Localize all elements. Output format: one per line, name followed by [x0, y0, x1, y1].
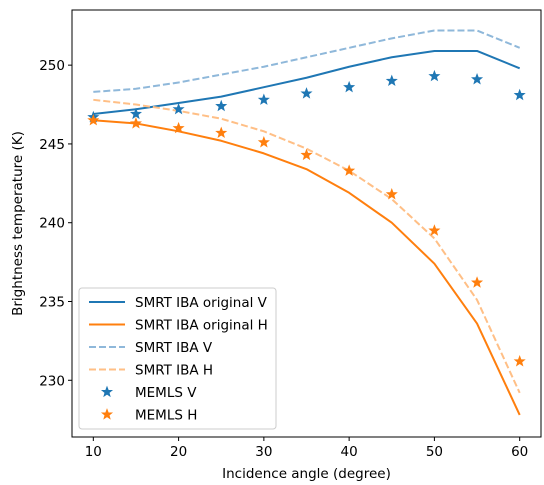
plot-layer: [87, 29, 526, 416]
point-memls-h: [129, 117, 142, 129]
point-memls-v: [129, 107, 142, 120]
x-tick-label: 40: [341, 444, 358, 460]
legend-marker-memls-v: [100, 385, 114, 398]
legend: SMRT IBA original V SMRT IBA original H SM…: [78, 287, 277, 430]
point-memls-v: [385, 74, 398, 87]
x-axis-ticks: 10 20 30 40 50 60: [85, 437, 528, 460]
point-memls-h: [513, 355, 526, 367]
legend-label-memls-v: MEMLS V: [135, 385, 197, 401]
point-memls-v: [172, 102, 185, 115]
point-memls-h: [300, 148, 313, 161]
point-memls-v: [257, 93, 270, 105]
legend-label-smrt-iba-h: SMRT IBA H: [135, 363, 213, 379]
x-tick-label: 10: [85, 444, 102, 460]
y-tick-label: 230: [39, 373, 65, 389]
point-memls-v: [513, 88, 526, 101]
y-tick-label: 250: [39, 58, 65, 74]
point-memls-v: [343, 80, 356, 93]
legend-label-memls-h: MEMLS H: [135, 408, 197, 424]
y-tick-label: 235: [39, 294, 65, 310]
series-memls-v: [87, 69, 526, 123]
y-tick-label: 240: [39, 216, 65, 232]
point-memls-h: [471, 276, 484, 288]
x-axis-label: Incidence angle (degree): [222, 466, 391, 482]
point-memls-v: [471, 73, 484, 85]
point-memls-v: [300, 87, 313, 99]
x-tick-label: 50: [426, 444, 443, 460]
x-tick-label: 60: [511, 444, 528, 460]
legend-label-smrt-iba-original-v: SMRT IBA original V: [135, 295, 268, 311]
legend-box: [78, 287, 277, 430]
legend-label-smrt-iba-original-h: SMRT IBA original H: [135, 318, 268, 334]
x-tick-label: 30: [255, 444, 272, 460]
series-memls-h: [87, 113, 526, 367]
series-smrt-iba-original-v: [93, 49, 521, 115]
point-memls-v: [215, 99, 228, 112]
point-memls-h: [257, 136, 270, 148]
y-axis-ticks: 230 235 240 245 250: [39, 58, 72, 389]
x-tick-label: 20: [170, 444, 187, 460]
legend-marker-memls-h: [100, 408, 114, 420]
y-tick-label: 245: [39, 137, 65, 153]
series-smrt-iba-h: [93, 98, 521, 394]
point-memls-h: [172, 121, 185, 134]
plot-series-group: [87, 29, 526, 416]
series-smrt-iba-original-h: [93, 119, 521, 416]
series-smrt-iba-v: [93, 29, 521, 93]
point-memls-h: [428, 224, 441, 236]
y-axis-label: Brightness temperature (K): [10, 131, 26, 316]
point-memls-v: [428, 69, 441, 82]
point-memls-h: [87, 113, 100, 126]
point-memls-h: [343, 164, 356, 176]
point-memls-h: [215, 126, 228, 139]
point-memls-h: [385, 188, 398, 200]
legend-label-smrt-iba-v: SMRT IBA V: [135, 340, 213, 356]
plot-frame: [71, 9, 542, 438]
